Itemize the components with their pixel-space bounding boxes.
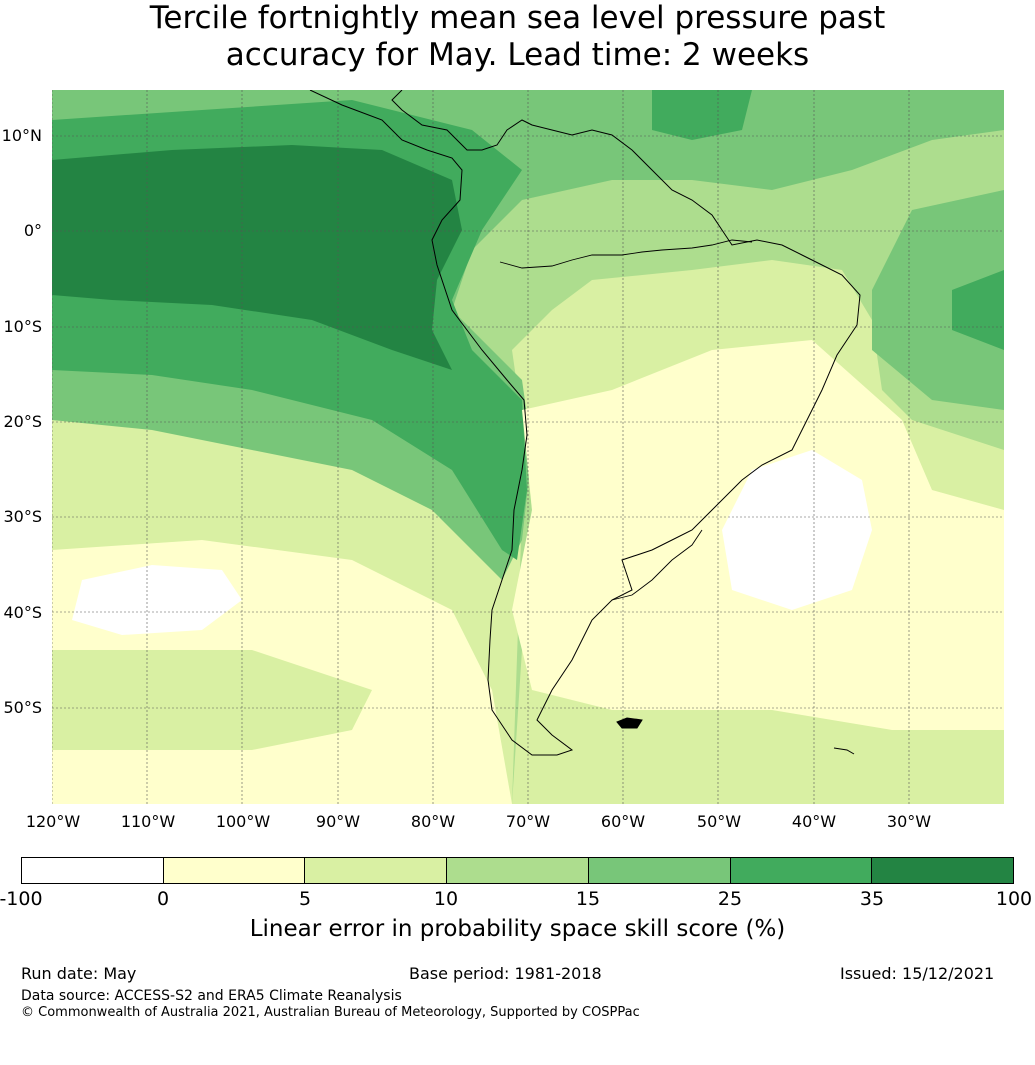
colorbar-segment xyxy=(305,858,448,883)
south-georgia xyxy=(833,747,855,755)
skill-region-35-100 xyxy=(52,145,462,370)
map-panel xyxy=(52,90,1004,804)
lon-label-110w: 110°W xyxy=(120,812,176,831)
colorbar-tick-label: 15 xyxy=(575,888,601,910)
colorbar-segment xyxy=(588,858,731,883)
run-date: Run date: May xyxy=(21,964,137,983)
lon-label-60w: 60°W xyxy=(600,812,646,831)
skill-region-caribbean-25-35 xyxy=(652,90,752,140)
copyright: © Commonwealth of Australia 2021, Austra… xyxy=(21,1005,640,1020)
colorbar-tick-label: 5 xyxy=(298,888,312,910)
issued-date: Issued: 15/12/2021 xyxy=(840,964,995,983)
lat-label-10s: 10°S xyxy=(3,317,42,336)
lon-label-50w: 50°W xyxy=(696,812,742,831)
lon-label-80w: 80°W xyxy=(410,812,456,831)
data-source: Data source: ACCESS-S2 and ERA5 Climate … xyxy=(21,988,402,1004)
base-period: Base period: 1981-2018 xyxy=(409,964,602,983)
colorbar-segment xyxy=(22,858,164,883)
colorbar-tick-label: 25 xyxy=(717,888,743,910)
lat-label-0: 0° xyxy=(23,221,42,240)
lon-label-70w: 70°W xyxy=(505,812,551,831)
lat-label-50s: 50°S xyxy=(3,698,42,717)
colorbar-tick-label: 0 xyxy=(156,888,170,910)
lon-label-30w: 30°W xyxy=(886,812,932,831)
colorbar xyxy=(21,857,1014,884)
colorbar-tick-label: 35 xyxy=(859,888,885,910)
lon-label-120w: 120°W xyxy=(25,812,81,831)
lat-label-20s: 20°S xyxy=(3,412,42,431)
falkland-islands xyxy=(616,717,643,729)
colorbar-tick-label: -100 xyxy=(0,888,43,910)
title-line-1: Tercile fortnightly mean sea level press… xyxy=(149,0,886,36)
south-america-coastline xyxy=(309,90,861,756)
colorbar-segment xyxy=(872,858,1014,883)
lat-label-30s: 30°S xyxy=(3,507,42,526)
amazon-river xyxy=(499,239,753,269)
skill-region-atlantic-25-35 xyxy=(952,270,1004,350)
lat-label-40s: 40°S xyxy=(3,603,42,622)
skill-map xyxy=(52,90,1004,804)
lon-label-40w: 40°W xyxy=(791,812,837,831)
colorbar-segment xyxy=(730,858,873,883)
lon-label-90w: 90°W xyxy=(315,812,361,831)
colorbar-segment xyxy=(447,858,589,883)
colorbar-label: Linear error in probability space skill … xyxy=(249,916,786,942)
title-line-2: accuracy for May. Lead time: 2 weeks xyxy=(225,37,810,73)
lon-label-100w: 100°W xyxy=(215,812,271,831)
colorbar-segment xyxy=(163,858,306,883)
colorbar-tick-label: 100 xyxy=(995,888,1033,910)
skill-region-pacific-negative xyxy=(72,565,242,635)
skill-region-atlantic-negative xyxy=(722,450,872,610)
colorbar-tick-label: 10 xyxy=(433,888,459,910)
chart-title: Tercile fortnightly mean sea level press… xyxy=(0,0,1035,74)
graticule xyxy=(52,90,1004,804)
skill-region-east-atlantic-15-25 xyxy=(872,190,1004,410)
rio-de-la-plata xyxy=(611,529,703,601)
lat-label-10n: 10°N xyxy=(1,126,42,145)
